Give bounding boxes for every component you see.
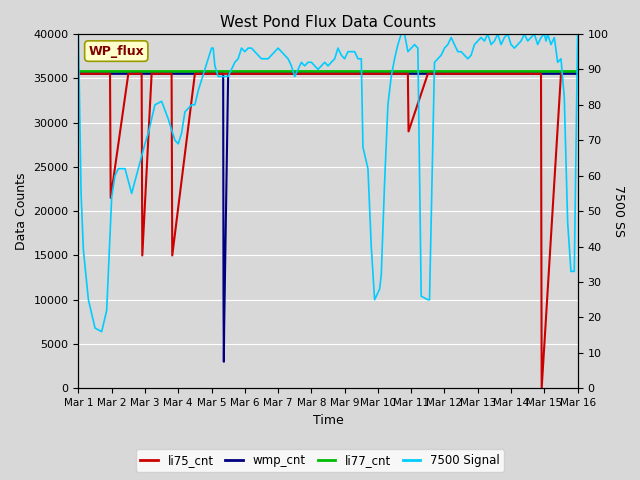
Y-axis label: Data Counts: Data Counts <box>15 172 28 250</box>
Text: WP_flux: WP_flux <box>88 45 144 58</box>
Legend: li75_cnt, wmp_cnt, li77_cnt, 7500 Signal: li75_cnt, wmp_cnt, li77_cnt, 7500 Signal <box>136 449 504 472</box>
Y-axis label: 7500 SS: 7500 SS <box>612 185 625 237</box>
X-axis label: Time: Time <box>312 414 344 427</box>
Title: West Pond Flux Data Counts: West Pond Flux Data Counts <box>220 15 436 30</box>
